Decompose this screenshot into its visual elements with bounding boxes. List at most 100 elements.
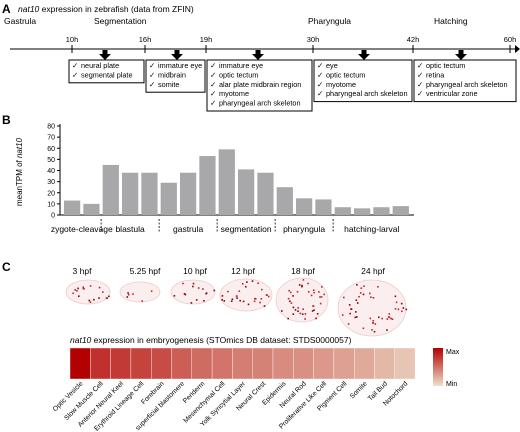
check-icon: ✓ xyxy=(317,70,323,79)
expression-spot xyxy=(93,298,95,301)
panel-a-title-gene: nat10 xyxy=(18,4,40,14)
panel-a-label: A xyxy=(2,2,11,16)
expression-spot xyxy=(263,305,266,307)
stage-box-frame xyxy=(413,59,517,103)
stage-box-item: eye xyxy=(326,61,338,70)
panel-a: A nat10 expression in zebrafish (data fr… xyxy=(2,2,520,112)
expression-spot xyxy=(213,289,216,292)
bar xyxy=(238,169,255,215)
bar-chart-ylabel: meanTPM of nat10 xyxy=(15,137,24,206)
expression-spot xyxy=(150,290,153,292)
expression-spot xyxy=(297,307,299,309)
expression-spot xyxy=(236,297,238,299)
heatmap-cell xyxy=(293,347,314,380)
check-icon: ✓ xyxy=(417,80,423,89)
expression-spot xyxy=(230,300,233,302)
expression-spot xyxy=(182,282,184,285)
expression-spot xyxy=(231,298,234,301)
time-label: 42h xyxy=(407,35,420,44)
bar xyxy=(122,172,139,215)
expression-spot xyxy=(108,295,110,298)
heatmap-cell xyxy=(110,347,132,380)
expression-spot xyxy=(202,288,204,290)
expression-spot xyxy=(294,309,297,311)
stage-boxes: ✓ neural plate✓ segmental plate✓ immature e… xyxy=(68,59,517,112)
heatmap-cell xyxy=(374,347,395,380)
panel-b: B meanTPM of nat10 0 10 20 30 40 50 60 70 80 zygo… xyxy=(2,113,414,234)
check-icon: ✓ xyxy=(72,61,78,70)
expression-spot xyxy=(292,313,295,315)
heatmap-cell xyxy=(313,347,335,380)
check-icon: ✓ xyxy=(149,80,155,89)
y-tick-label: 60 xyxy=(47,146,55,153)
expression-spot xyxy=(267,295,270,298)
stage-box: ✓ immature eye✓ optic tectum✓ alar plate mi… xyxy=(206,59,313,112)
expression-spot xyxy=(377,286,379,288)
expression-spot xyxy=(388,313,391,315)
bar-chart: 0 10 20 30 40 50 60 70 80 zygote-cleavage blastula… xyxy=(47,124,414,234)
stage-box-item: segmental plate xyxy=(81,70,133,79)
y-tick-label: 10 xyxy=(47,201,55,208)
hpf-label: 24 hpf xyxy=(361,266,385,276)
heatmap-cell xyxy=(90,347,111,380)
expression-spot xyxy=(402,307,405,309)
down-arrow-icon xyxy=(99,54,111,60)
expression-spot xyxy=(253,300,256,303)
bar xyxy=(141,172,158,215)
expression-spot xyxy=(195,299,198,301)
bar xyxy=(276,187,293,215)
expression-spot xyxy=(141,300,143,302)
expression-spot xyxy=(371,329,373,331)
time-label: 16h xyxy=(139,35,152,44)
heatmap-cell xyxy=(130,347,152,380)
expression-spot xyxy=(302,279,305,281)
expression-spot xyxy=(173,295,176,297)
expression-spot xyxy=(223,300,226,302)
bar xyxy=(180,172,197,215)
expression-spot xyxy=(370,296,372,298)
check-icon: ✓ xyxy=(210,99,216,108)
bar xyxy=(354,208,371,215)
expression-spot xyxy=(221,295,224,297)
hpf-label: 12 hpf xyxy=(231,266,255,276)
expression-spot xyxy=(315,317,317,320)
expression-spot xyxy=(98,297,100,299)
embryo-image xyxy=(170,279,216,305)
heatmap-cell xyxy=(354,347,375,380)
check-icon: ✓ xyxy=(317,80,323,89)
bar xyxy=(392,206,409,215)
expression-spot xyxy=(391,318,394,320)
heatmap-cell xyxy=(211,347,233,380)
expression-spot xyxy=(298,284,301,286)
stage-box-item: immature eye xyxy=(158,61,202,70)
expression-spot xyxy=(386,329,388,331)
expression-spot xyxy=(359,292,362,294)
expression-spot xyxy=(205,292,208,294)
stage-group-label: blastula xyxy=(115,224,145,234)
expression-spot xyxy=(401,310,403,313)
expression-spot xyxy=(394,308,397,310)
expression-spot xyxy=(343,296,345,299)
expression-spot xyxy=(301,313,304,315)
expression-spot xyxy=(77,287,79,290)
expression-spot xyxy=(74,289,76,291)
heatmap-title: nat10 expression in embryogenesis (STOmi… xyxy=(70,335,352,345)
y-tick-label: 50 xyxy=(47,157,55,164)
hpf-labels: 3 hpf 5.25 hpf 10 hpf 12 hpf 18 hpf 24 hpf xyxy=(73,266,386,276)
panel-c-label: C xyxy=(2,260,11,274)
stage-box-item: somite xyxy=(158,80,180,89)
expression-spot xyxy=(88,299,91,302)
expression-spot xyxy=(362,327,365,330)
expression-spot xyxy=(323,293,325,296)
stage-group-label: pharyngula xyxy=(283,224,325,234)
expression-spot xyxy=(127,292,129,294)
expression-spot xyxy=(197,287,200,289)
check-icon: ✓ xyxy=(149,61,155,70)
stage-box-frame xyxy=(145,59,206,93)
expression-spot xyxy=(82,286,85,288)
expression-spot xyxy=(76,290,78,292)
stage-box: ✓ eye✓ optic tectum✓ myotome✓ pharyngeal arc… xyxy=(313,59,413,103)
heatmap-title-gene: nat10 xyxy=(70,335,92,345)
time-label: 19h xyxy=(200,35,213,44)
expression-spot xyxy=(82,287,85,290)
